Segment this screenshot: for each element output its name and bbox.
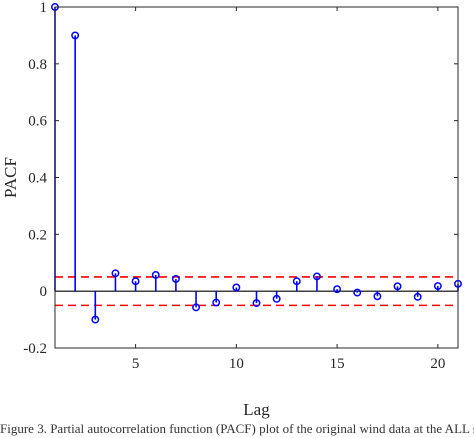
- y-axis-ticks: -0.2 0 0.2 0.4 0.6 0.8 1: [23, 0, 458, 357]
- marker-lag-12: [272, 294, 281, 303]
- marker-lag-6: [151, 271, 160, 279]
- y-tick-label: 0.4: [28, 171, 47, 187]
- marker-lag-3: [91, 315, 100, 324]
- x-tick-label: 5: [132, 356, 140, 372]
- y-tick-label: 0: [40, 284, 48, 300]
- y-tick-label: 0.2: [28, 227, 47, 243]
- marker-lag-2: [71, 31, 80, 40]
- marker-lag-8: [192, 303, 201, 312]
- marker-lag-5: [131, 277, 140, 286]
- marker-lag-14: [313, 272, 321, 281]
- y-tick-label: 1: [40, 0, 48, 16]
- x-tick-label: 20: [430, 356, 445, 372]
- confidence-bounds: [55, 276, 458, 307]
- marker-lag-20: [433, 282, 442, 291]
- y-axis-title: PACF: [1, 157, 20, 198]
- figure-caption: Figure 3. Partial autocorrelation functi…: [0, 421, 474, 436]
- marker-lag-17: [373, 292, 382, 301]
- marker-lag-16: [353, 288, 362, 297]
- y-tick-label: -0.2: [23, 341, 47, 357]
- x-tick-label: 10: [229, 356, 244, 372]
- x-axis-title: Lag: [243, 400, 270, 419]
- marker-lag-11: [252, 299, 261, 308]
- marker-lag-7: [171, 274, 180, 283]
- x-axis-ticks: 5 10 15 20: [132, 7, 445, 372]
- marker-lag-13: [292, 277, 301, 286]
- marker-lag-18: [393, 282, 402, 291]
- marker-lag-15: [333, 285, 342, 294]
- marker-lag-9: [212, 298, 221, 307]
- marker-lag-19: [413, 292, 422, 301]
- marker-lag-4: [111, 269, 120, 278]
- marker-lag-10: [232, 283, 241, 292]
- y-tick-label: 0.8: [28, 57, 47, 73]
- y-tick-label: 0.6: [28, 114, 47, 130]
- markers: [51, 3, 462, 324]
- x-tick-label: 15: [330, 356, 345, 372]
